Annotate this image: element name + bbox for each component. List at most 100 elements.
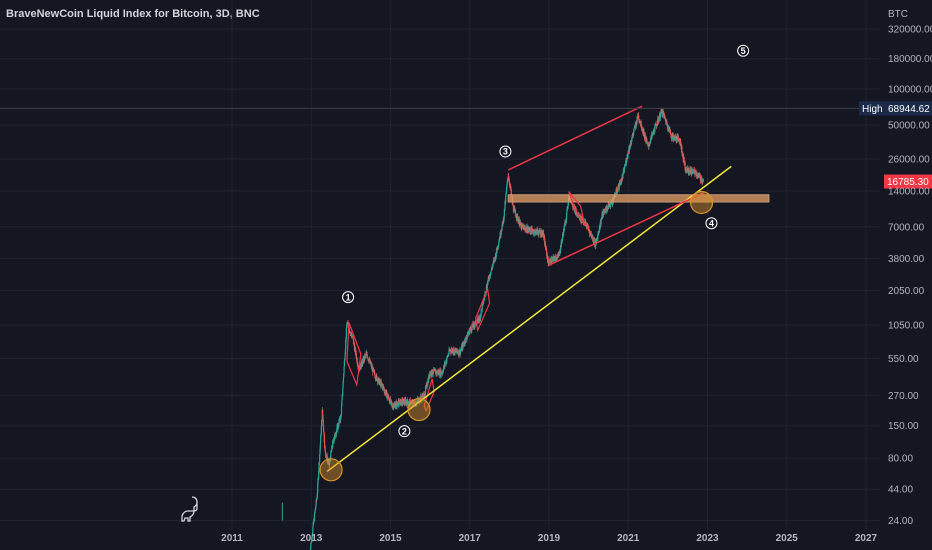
candle-body	[535, 230, 537, 233]
wave-label-ring	[705, 217, 718, 230]
candle-body	[360, 367, 362, 369]
flag-pattern	[568, 191, 586, 226]
candle-body	[495, 254, 497, 258]
candle-body	[382, 386, 385, 389]
candle-body	[388, 396, 390, 399]
candle-body	[320, 435, 322, 444]
candle-body	[590, 233, 592, 237]
candle-body	[334, 435, 336, 439]
candle-body	[699, 175, 702, 181]
candle-body	[319, 454, 321, 463]
candle-body	[320, 426, 322, 435]
x-tick-label: 2025	[776, 533, 799, 544]
candle-body	[471, 326, 473, 332]
candle-body	[323, 441, 326, 448]
candle-body	[346, 325, 348, 328]
candle-body	[342, 388, 344, 394]
candle-body	[343, 372, 345, 378]
wave-label: 5	[741, 46, 746, 56]
candle-body	[365, 353, 367, 356]
candle-body	[390, 399, 392, 401]
candle-body	[605, 208, 607, 212]
candle-body	[367, 357, 369, 360]
candle-body	[633, 128, 635, 132]
candle-body	[414, 402, 416, 406]
candle-body	[339, 418, 341, 421]
candle-body	[376, 376, 378, 381]
candle-body	[498, 238, 501, 241]
candle-body	[344, 359, 346, 361]
wave-label-ring	[342, 291, 355, 304]
y-tick-label: 80.00	[888, 454, 913, 465]
candle-body	[549, 259, 551, 264]
candle-body	[556, 256, 559, 259]
flag-pattern	[475, 286, 491, 333]
candle-body	[541, 232, 543, 236]
candle-body	[522, 226, 525, 230]
y-tick-label: 24.00	[888, 516, 913, 527]
candle-body	[597, 234, 599, 240]
candle-body	[346, 323, 348, 325]
candle-body	[649, 139, 652, 143]
x-tick-label: 2023	[696, 533, 719, 544]
candle-body	[666, 124, 669, 129]
candle-body	[648, 145, 650, 147]
candle-body	[454, 348, 456, 354]
candle-body	[667, 127, 670, 130]
x-tick-label: 2017	[459, 533, 482, 544]
candle-body	[615, 190, 617, 194]
candle-body	[679, 139, 682, 143]
candle-body	[677, 136, 679, 139]
candle-body	[361, 360, 363, 364]
candle-body	[312, 522, 314, 528]
candle-body	[617, 187, 619, 190]
price-axis: 320000.00 180000.00 100000.00 50000.00 26000…	[888, 9, 932, 527]
candle-body	[330, 451, 333, 453]
candle-body	[479, 314, 482, 319]
candle-body	[427, 377, 430, 384]
x-tick-label: 2015	[379, 533, 402, 544]
touch-point-circle	[407, 397, 431, 422]
candle-body	[554, 257, 557, 260]
candle-body	[662, 110, 664, 115]
wave-label: 1	[346, 292, 351, 302]
candle-body	[378, 381, 380, 384]
candle-body	[313, 513, 316, 521]
candle-body	[510, 189, 512, 194]
candle-body	[352, 336, 354, 338]
candle-body	[485, 286, 488, 292]
y-tick-label: 26000.00	[888, 154, 930, 165]
candle-body	[531, 228, 533, 234]
candle-body	[682, 152, 684, 154]
x-tick-label: 2013	[300, 533, 323, 544]
candle-body	[324, 451, 327, 455]
candle-body	[498, 242, 500, 246]
candle-body	[672, 133, 674, 136]
candle-body	[332, 441, 334, 448]
candle-body	[318, 462, 320, 472]
candle-body	[609, 203, 612, 207]
candle-body	[397, 400, 400, 404]
candle-body	[541, 231, 544, 236]
candle-body	[322, 419, 324, 427]
candle-body	[501, 229, 503, 232]
high-tag	[859, 101, 932, 116]
candle-body	[481, 304, 483, 311]
candle-body	[339, 416, 342, 422]
candle-body	[319, 443, 321, 449]
candle-body	[424, 387, 427, 394]
candle-body	[486, 282, 489, 288]
y-tick-label: 550.00	[888, 354, 919, 365]
candle-body	[317, 478, 319, 483]
candle-body	[426, 386, 428, 388]
candle-body	[344, 354, 346, 360]
channel-trendline	[547, 192, 704, 267]
candle-body	[553, 258, 556, 261]
candle-body	[646, 140, 648, 143]
candle-body	[644, 134, 646, 140]
candle-body	[546, 255, 548, 259]
high-tag-value: 68944.62	[888, 104, 930, 115]
wave-label-ring	[398, 425, 411, 438]
candle-body	[512, 200, 514, 206]
